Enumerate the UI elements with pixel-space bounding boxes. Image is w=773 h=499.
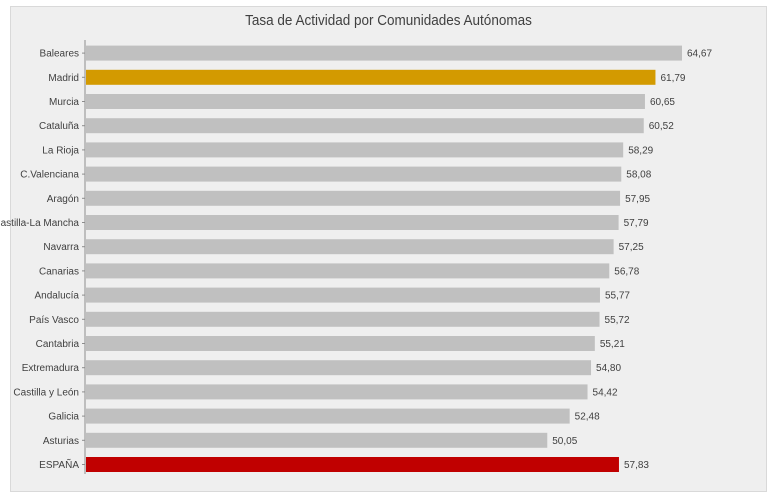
value-label-canarias: 56,78 xyxy=(614,266,639,277)
value-label-navarra: 57,25 xyxy=(619,242,644,253)
bar-extremadura xyxy=(86,360,592,376)
value-label-cantabria: 55,21 xyxy=(600,339,625,350)
value-label-castilla-y-leon: 54,42 xyxy=(593,387,618,398)
category-label-la-rioja: La Rioja xyxy=(42,145,79,156)
category-label-extremadura: Extremadura xyxy=(22,363,80,374)
value-label-andalucia: 55,77 xyxy=(605,291,630,302)
bar-andalucia xyxy=(86,287,600,303)
category-label-cataluna: Cataluña xyxy=(39,121,79,132)
category-label-espana: ESPAÑA xyxy=(39,458,79,471)
value-label-aragon: 57,95 xyxy=(625,194,650,205)
category-label-pais-vasco: País Vasco xyxy=(29,315,79,326)
bar-baleares xyxy=(86,45,682,61)
value-label-castilla-la-mancha: 57,79 xyxy=(624,218,649,229)
value-label-c-valenciana: 58,08 xyxy=(626,170,651,181)
bar-c-valenciana xyxy=(86,166,622,182)
bar-asturias xyxy=(86,432,548,448)
bar-madrid xyxy=(86,69,656,85)
chart-title: Tasa de Actividad por Comunidades Autóno… xyxy=(245,12,532,29)
category-label-madrid: Madrid xyxy=(48,73,79,84)
category-label-baleares: Baleares xyxy=(40,49,79,60)
bar-la-rioja xyxy=(86,142,624,158)
bar-navarra xyxy=(86,239,614,255)
category-label-asturias: Asturias xyxy=(43,436,79,447)
category-label-aragon: Aragón xyxy=(47,194,79,205)
category-label-galicia: Galicia xyxy=(48,412,79,423)
category-label-andalucia: Andalucía xyxy=(35,291,80,302)
bar-aragon xyxy=(86,190,621,206)
category-label-cantabria: Cantabria xyxy=(36,339,80,350)
bar-pais-vasco xyxy=(86,311,600,327)
value-label-la-rioja: 58,29 xyxy=(628,145,653,156)
category-label-navarra: Navarra xyxy=(43,242,79,253)
value-label-baleares: 64,67 xyxy=(687,49,712,60)
value-label-murcia: 60,65 xyxy=(650,97,675,108)
category-label-castilla-la-mancha: Castilla-La Mancha xyxy=(0,218,79,229)
bar-espana xyxy=(86,457,619,472)
bar-galicia xyxy=(86,408,570,424)
category-label-canarias: Canarias xyxy=(39,266,79,277)
value-label-pais-vasco: 55,72 xyxy=(605,315,630,326)
bar-cantabria xyxy=(86,336,595,351)
category-label-c-valenciana: C.Valenciana xyxy=(20,170,79,181)
value-label-espana: 57,83 xyxy=(624,460,649,471)
value-label-asturias: 50,05 xyxy=(552,436,577,447)
value-label-madrid: 61,79 xyxy=(660,73,685,84)
bar-murcia xyxy=(86,94,645,109)
value-label-cataluna: 60,52 xyxy=(649,121,674,132)
bar-castilla-la-mancha xyxy=(86,215,619,230)
category-label-murcia: Murcia xyxy=(49,97,79,108)
bar-cataluna xyxy=(86,118,644,134)
value-label-extremadura: 54,80 xyxy=(596,363,621,374)
category-label-castilla-y-leon: Castilla y León xyxy=(13,387,79,398)
bar-canarias xyxy=(86,263,610,279)
value-label-galicia: 52,48 xyxy=(575,412,600,423)
bar-castilla-y-leon xyxy=(86,384,588,400)
